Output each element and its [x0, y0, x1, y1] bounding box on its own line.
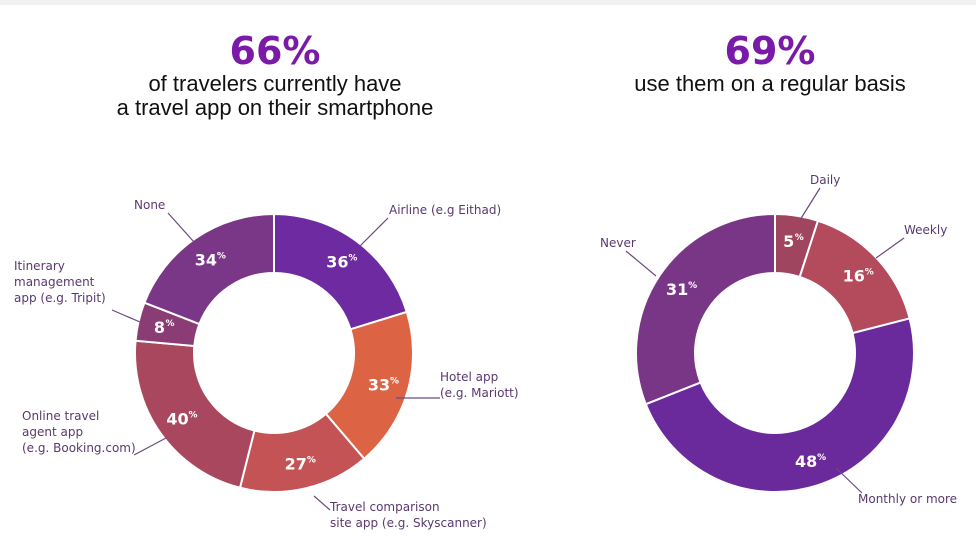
headline-regular-use: 69% use them on a regular basis: [600, 30, 940, 96]
headline-text-line-1: use them on a regular basis: [634, 71, 906, 96]
category-label-line: (e.g. Booking.com): [22, 441, 136, 455]
category-label-daily: Daily: [810, 173, 840, 187]
data-label-itinerary: 8: [154, 318, 165, 337]
data-label-comparison: 27: [285, 455, 307, 474]
category-label-line: Travel comparison: [329, 500, 440, 514]
category-label-line: Airline (e.g Eithad): [389, 203, 501, 217]
headline-pct: 66%: [229, 29, 321, 73]
category-label-line: Monthly or more: [858, 492, 957, 506]
category-label-line: Online travel: [22, 409, 99, 423]
category-label-line: (e.g. Mariott): [440, 386, 519, 400]
leader-line-monthly: [835, 467, 863, 494]
category-label-line: Never: [600, 236, 636, 250]
leader-line-none: [167, 212, 195, 243]
category-label-comparison: Travel comparison site app (e.g. Skyscann…: [329, 500, 487, 530]
category-label-line: Itinerary: [14, 259, 65, 273]
headline-app-ownership: 66% of travelers currently have a travel…: [95, 30, 455, 120]
leader-line-ota: [133, 437, 167, 456]
percent-sign: %: [348, 254, 357, 264]
slice-never: [635, 212, 776, 406]
category-label-airline: Airline (e.g Eithad): [389, 203, 501, 217]
leader-line-never: [625, 250, 657, 277]
category-label-line: Weekly: [904, 223, 947, 237]
category-label-none: None: [134, 198, 165, 212]
category-label-hotel: Hotel app (e.g. Mariott): [440, 370, 519, 400]
category-label-line: app (e.g. Tripit): [14, 291, 106, 305]
percent-sign: %: [688, 281, 697, 291]
leader-line-daily: [799, 187, 821, 221]
data-label-daily: 5: [783, 232, 794, 251]
percent-sign: %: [795, 233, 804, 243]
category-label-weekly: Weekly: [904, 223, 947, 237]
slice-airline: [273, 212, 409, 331]
category-label-line: None: [134, 198, 165, 212]
category-label-monthly: Monthly or more: [858, 492, 957, 506]
donut-chart-1: 36 % Airline (e.g Eithad) 33% Hotel app (e.g.…: [14, 198, 519, 530]
percent-sign: %: [307, 456, 316, 466]
data-label-airline: 36: [326, 253, 348, 272]
data-label-ota: 40: [166, 410, 188, 429]
headline-text-line-2: a travel app on their smartphone: [116, 95, 434, 120]
top-border: [0, 0, 976, 5]
data-label-none: 34: [195, 250, 217, 269]
leader-line-itinerary: [111, 309, 141, 323]
category-label-itinerary: Itinerary management app (e.g. Tripit): [14, 259, 106, 305]
donut-chart-2: 5 % Daily 16 % Weekly 48 % Monthly or more 31 % Nev…: [600, 173, 957, 506]
headline-text-line-1: of travelers currently have: [148, 71, 402, 96]
percent-sign: %: [865, 267, 874, 277]
data-label-monthly: 48: [795, 452, 817, 471]
percent-sign: %: [165, 319, 174, 329]
data-label-hotel: 33: [368, 376, 390, 395]
leader-line-airline: [359, 217, 389, 247]
leader-line-comparison: [313, 495, 331, 511]
category-label-line: management: [14, 275, 95, 289]
data-label-weekly: 16: [843, 266, 865, 285]
category-label-line: agent app: [22, 425, 83, 439]
percent-sign: %: [188, 411, 197, 421]
category-label-never: Never: [600, 236, 636, 250]
percent-sign: %: [390, 377, 399, 387]
category-label-line: Daily: [810, 173, 840, 187]
category-label-line: Hotel app: [440, 370, 498, 384]
category-label-ota: Online travel agent app (e.g. Booking.com): [22, 409, 136, 455]
percent-sign: %: [217, 251, 226, 261]
slice-none: [143, 212, 275, 326]
headline-pct: 69%: [724, 29, 816, 73]
leader-line-weekly: [875, 237, 905, 259]
category-label-line: site app (e.g. Skyscanner): [330, 516, 487, 530]
data-label-never: 31: [666, 280, 688, 299]
percent-sign: %: [817, 453, 826, 463]
slice-monthly: [644, 317, 915, 493]
